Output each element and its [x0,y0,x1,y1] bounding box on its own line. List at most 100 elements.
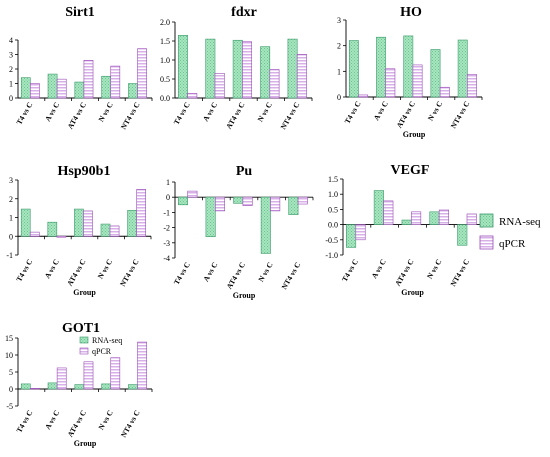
bar-rna-seq-at4-vs-c [401,219,412,225]
bar-rna-seq-n-vs-c [430,49,441,98]
y-tick-label: 3 [337,16,341,25]
x-axis-label: Group [403,130,426,139]
bar-rna-seq-t4-vs-c [178,196,188,206]
legend-label-rna-seq: RNA-seq [499,216,541,228]
y-tick-label: 3 [9,176,13,185]
y-tick-label: 2 [337,42,341,51]
bar-rna-seq-a-vs-c [205,38,216,99]
y-tick-label: 0.5 [160,75,170,84]
bar-rna-seq-nt4-vs-c [128,83,138,99]
x-tick-label: A vs C [201,261,219,284]
y-tick-label: 4 [9,36,13,45]
y-tick-label: 2 [9,65,13,74]
y-tick-label: 1 [9,214,13,223]
chart-title: VEGF [391,163,430,178]
x-tick-label: NT4 vs C [448,258,471,288]
bar-qpcr-at4-vs-c [83,361,94,390]
x-tick-label: T4 vs C [343,100,363,126]
bar-qpcr-a-vs-c [56,367,67,390]
bar-rna-seq-at4-vs-c [74,384,85,390]
chart-vegf: VEGF -1.0 -0.5 0.0 0.5 1.0 1.5 T4 vs C A vs C AT4… [325,163,483,297]
bar-rna-seq-a-vs-c [47,73,58,99]
bar-qpcr-at4-vs-c [242,196,253,206]
y-tick-label: -0.5 [325,236,338,245]
x-tick-label: N vs C [96,101,114,124]
bar-rna-seq-t4-vs-c [348,40,359,98]
bar-rna-seq-a-vs-c [47,382,58,390]
bar-qpcr-t4-vs-c [29,231,40,237]
legend-swatch-qpcr [479,235,494,250]
y-tick-label: -1 [163,208,170,217]
y-tick-label: 0 [9,94,13,103]
x-axis-label: Group [74,439,97,448]
chart-got1: GOT1 -5 0 5 10 15 T4 vs C A vs C AT4 vs C N vs C N… [5,321,153,448]
y-tick-label: 1 [337,67,341,76]
bar-qpcr-n-vs-c [109,225,120,237]
bar-qpcr-nt4-vs-c [137,341,147,390]
bar-rna-seq-n-vs-c [101,75,112,99]
x-tick-label: AT4 vs C [65,258,88,288]
x-tick-label: N vs C [425,258,443,281]
x-tick-label: N vs C [96,258,114,281]
y-tick-label: 0 [166,193,170,202]
bar-rna-seq-a-vs-c [205,196,216,238]
x-axis-label: Group [401,288,424,297]
bar-qpcr-at4-vs-c [83,59,94,99]
x-tick-label: T4 vs C [172,261,192,287]
x-tick-label: NT4 vs C [449,100,472,130]
bar-qpcr-nt4-vs-c [296,53,307,99]
bar-qpcr-a-vs-c [383,200,394,225]
x-tick-label: T4 vs C [14,258,34,284]
legend: RNA-seq qPCR [479,213,541,250]
x-tick-label: A vs C [43,101,61,124]
x-tick-label: NT4 vs C [119,101,142,131]
chart-title: HO [400,5,422,20]
x-tick-label: A vs C [370,258,388,281]
bar-rna-seq-n-vs-c [429,211,440,225]
bar-qpcr-t4-vs-c [358,94,369,98]
x-axis-label: Group [233,291,256,300]
bar-rna-seq-t4-vs-c [20,208,31,237]
x-tick-label: AT4 vs C [395,100,418,130]
x-tick-label: N vs C [426,100,444,123]
x-tick-label: A vs C [43,409,61,432]
x-tick-label: T4 vs C [14,101,34,127]
bar-rna-seq-t4-vs-c [177,34,188,99]
x-tick-label: AT4 vs C [66,101,89,131]
bar-qpcr-n-vs-c [269,69,280,99]
bar-qpcr-nt4-vs-c [137,48,147,99]
x-tick-label: NT4 vs C [119,409,142,439]
x-tick-label: NT4 vs C [118,258,141,288]
x-tick-label: N vs C [256,101,274,124]
bar-qpcr-t4-vs-c [30,388,40,390]
x-tick-label: A vs C [43,258,61,281]
x-tick-label: T4 vs C [172,101,192,127]
y-tick-label: -4 [163,254,170,263]
x-tick-label: A vs C [201,101,219,124]
bar-qpcr-a-vs-c [385,68,396,98]
y-tick-label: 1 [166,178,170,187]
bar-qpcr-a-vs-c [56,235,67,238]
bar-rna-seq-t4-vs-c [346,224,357,248]
x-tick-label: NT4 vs C [280,261,303,291]
bar-rna-seq-nt4-vs-c [287,38,298,99]
bar-qpcr-n-vs-c [110,357,121,390]
y-tick-label: -5 [6,402,13,411]
y-tick-label: 10 [5,351,13,360]
y-tick-label: 0.0 [160,94,170,103]
y-tick-label: -2 [163,224,170,233]
bar-rna-seq-nt4-vs-c [127,210,137,237]
bar-rna-seq-t4-vs-c [20,383,31,390]
chart-hsp90b1: Hsp90b1 -1 0 1 2 3 T4 vs C A vs C AT4 vs C N vs C… [6,164,152,297]
bar-qpcr-nt4-vs-c [297,196,308,205]
y-tick-label: -1 [6,251,13,260]
x-tick-label: AT4 vs C [224,101,247,131]
legend-label-qpcr: qPCR [499,238,526,250]
x-tick-label: NT4 vs C [279,101,302,131]
bar-rna-seq-a-vs-c [376,36,387,98]
y-tick-label: 1.0 [160,56,170,65]
panel-legend-label-qpcr: qPCR [92,347,112,356]
bar-qpcr-nt4-vs-c [136,189,146,237]
bar-rna-seq-at4-vs-c [403,35,414,98]
